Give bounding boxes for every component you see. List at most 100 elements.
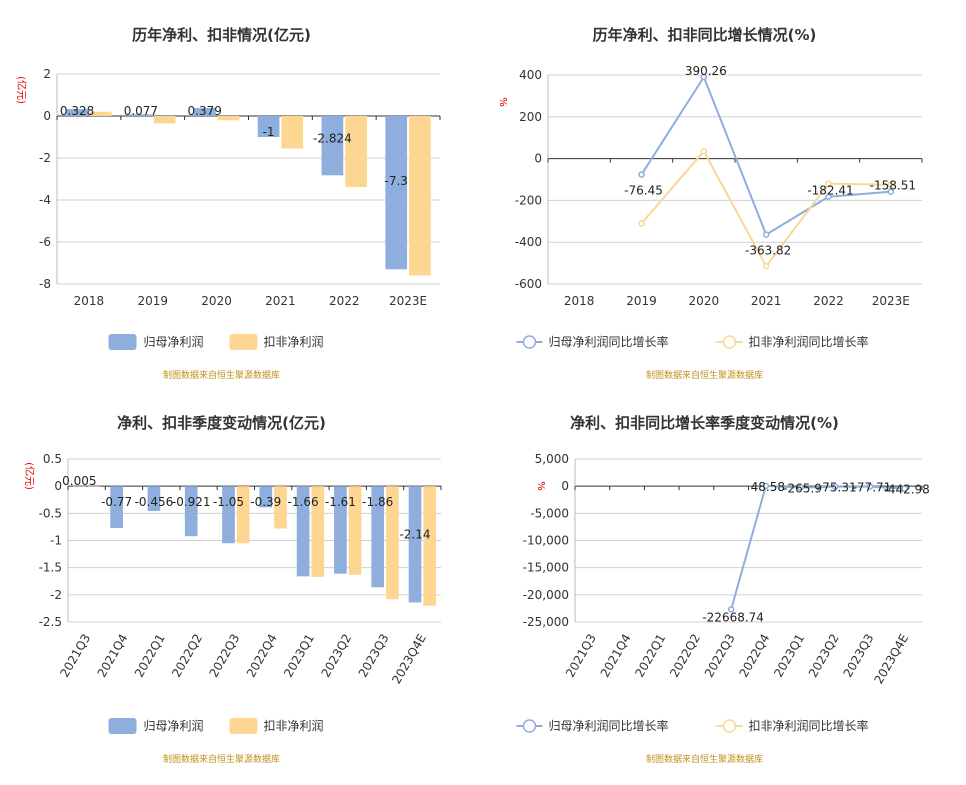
data-label: -1 bbox=[263, 125, 275, 139]
x-tick-label: 2023Q3 bbox=[356, 632, 392, 680]
data-label: -2.14 bbox=[399, 527, 430, 541]
data-label: -1.66 bbox=[288, 495, 319, 509]
bar-net-profit bbox=[72, 485, 86, 487]
chart-annual-growth-svg: 历年净利、扣非同比增长情况(%)% 400 200 0 -200 -400 -600 2018… bbox=[497, 26, 923, 381]
x-tick-label: 2022 bbox=[813, 294, 844, 308]
data-label: 0.379 bbox=[188, 104, 222, 118]
legend-label: 归母净利润同比增长率 bbox=[549, 718, 669, 733]
bar-deducted-profit bbox=[423, 486, 437, 606]
x-tick-label: 2023Q3 bbox=[841, 632, 877, 680]
data-label: -0.39 bbox=[250, 495, 281, 509]
line-point bbox=[901, 485, 908, 492]
x-tick-label: 2022 bbox=[329, 294, 360, 308]
bar-net-profit bbox=[66, 109, 88, 116]
bar-net-profit bbox=[184, 486, 198, 537]
y-tick-label: -200 bbox=[515, 193, 542, 207]
chart-quarterly-profit-svg: 净利、扣非季度变动情况(亿元) (亿元) 0.5 0 -0.5 -1 -1.5 -2 -2.5 2… bbox=[23, 414, 442, 765]
bar-net-profit bbox=[321, 116, 344, 176]
x-tick-label: 2022Q2 bbox=[667, 632, 703, 680]
y-tick-label: -600 bbox=[515, 277, 542, 291]
bar-net-profit bbox=[193, 108, 216, 116]
data-label: -22668.74 bbox=[702, 610, 764, 624]
bar-net-profit bbox=[296, 486, 310, 577]
bar-net-profit bbox=[385, 116, 408, 270]
x-tick-label: 2022Q2 bbox=[169, 632, 205, 680]
bar-deducted-profit bbox=[274, 486, 287, 529]
line-point bbox=[825, 180, 832, 187]
y-tick-label: -1 bbox=[50, 534, 62, 548]
x-tick-label: 2021Q4 bbox=[95, 632, 131, 680]
bar-net-profit bbox=[222, 486, 235, 544]
legend-swatch bbox=[108, 718, 137, 734]
line-net-profit-growth bbox=[640, 74, 891, 237]
legend-label: 扣非净利润同比增长率 bbox=[749, 718, 869, 733]
x-tick-label: 2022Q1 bbox=[632, 632, 668, 680]
bar-net-profit bbox=[371, 486, 385, 588]
bar-deducted-profit bbox=[153, 116, 176, 124]
legend-label: 扣非净利润 bbox=[264, 335, 324, 349]
y-tick-label: -6 bbox=[39, 235, 51, 249]
y-tick-label: -2 bbox=[50, 588, 62, 602]
x-tick-label: 2018 bbox=[74, 294, 105, 308]
chart-quarterly-growth-svg: 净利、扣非同比增长率季度变动情况(%)% 5,000 0 -5,000 -10,000 -… bbox=[516, 414, 930, 765]
y-tick-label: -15,000 bbox=[523, 561, 569, 575]
x-tick-label: 2021Q3 bbox=[563, 632, 599, 680]
x-tick-label: 2019 bbox=[626, 294, 657, 308]
y-tick-label: -20,000 bbox=[523, 588, 569, 602]
y-tick-label: -400 bbox=[515, 235, 542, 249]
bar-net-profit bbox=[147, 486, 161, 511]
y-tick-label: -10,000 bbox=[523, 534, 569, 548]
chart-title: 历年净利、扣非同比增长情况(%) bbox=[593, 26, 817, 44]
data-label: 0.328 bbox=[60, 104, 94, 118]
data-label: -1.05 bbox=[213, 495, 244, 509]
line-point bbox=[832, 483, 839, 490]
y-tick-label: -25,000 bbox=[523, 615, 569, 629]
y-tick-label: 0 bbox=[534, 152, 542, 166]
line-point bbox=[866, 483, 874, 490]
y-tick-label: -5,000 bbox=[530, 506, 569, 520]
legend-swatch bbox=[229, 334, 258, 350]
line-point bbox=[638, 171, 645, 178]
data-label: -0.921 bbox=[172, 495, 211, 509]
y-tick-label: 0 bbox=[561, 479, 569, 493]
x-tick-label: 2021 bbox=[265, 294, 296, 308]
line-point bbox=[700, 73, 708, 81]
bar-deducted-profit bbox=[345, 116, 367, 187]
x-tick-label: 2021Q3 bbox=[57, 632, 93, 680]
y-tick-label: -2 bbox=[39, 151, 51, 165]
source-note: 制图数据来自恒生聚源数据库 bbox=[646, 753, 763, 765]
bar-deducted-profit bbox=[348, 486, 362, 575]
x-tick-label: 2023E bbox=[389, 294, 427, 308]
data-label: -1.86 bbox=[362, 495, 393, 509]
legend-marker bbox=[722, 719, 737, 733]
chart-annual-growth: 历年净利、扣非同比增长情况(%)% 400 200 0 -200 -400 -600 2018… bbox=[483, 0, 966, 392]
data-label: -7.3 bbox=[385, 174, 408, 188]
data-label: -0.77 bbox=[101, 495, 132, 509]
line-point bbox=[825, 193, 832, 200]
y-tick-label: -0.5 bbox=[39, 506, 62, 520]
x-tick-label: 2023Q1 bbox=[281, 632, 317, 680]
y-axis-unit-label: (亿元) bbox=[23, 462, 36, 490]
y-tick-label: 5,000 bbox=[535, 452, 569, 466]
bar-deducted-profit bbox=[217, 116, 240, 121]
line-point bbox=[727, 606, 735, 613]
line-point bbox=[762, 231, 770, 238]
x-tick-label: 2020 bbox=[201, 294, 232, 308]
legend-marker bbox=[522, 335, 537, 349]
x-tick-label: 2021Q4 bbox=[598, 632, 634, 680]
y-axis-unit-label: (亿元) bbox=[15, 76, 28, 104]
data-label: -1.61 bbox=[325, 495, 356, 509]
bar-deducted-profit bbox=[87, 486, 101, 487]
source-note: 制图数据来自恒生聚源数据库 bbox=[163, 753, 280, 765]
line-point bbox=[638, 220, 645, 227]
x-tick-label: 2019 bbox=[137, 294, 168, 308]
x-tick-label: 2023Q2 bbox=[318, 632, 354, 680]
data-label: -265.9 bbox=[783, 482, 822, 496]
source-note: 制图数据来自恒生聚源数据库 bbox=[163, 369, 280, 381]
legend-label: 扣非净利润 bbox=[264, 719, 324, 733]
bar-deducted-profit bbox=[89, 111, 112, 116]
data-label: -2.824 bbox=[313, 132, 352, 146]
y-tick-label: 400 bbox=[519, 68, 542, 82]
y-tick-label: 200 bbox=[519, 110, 542, 124]
x-tick-label: 2023Q4E bbox=[389, 632, 429, 687]
